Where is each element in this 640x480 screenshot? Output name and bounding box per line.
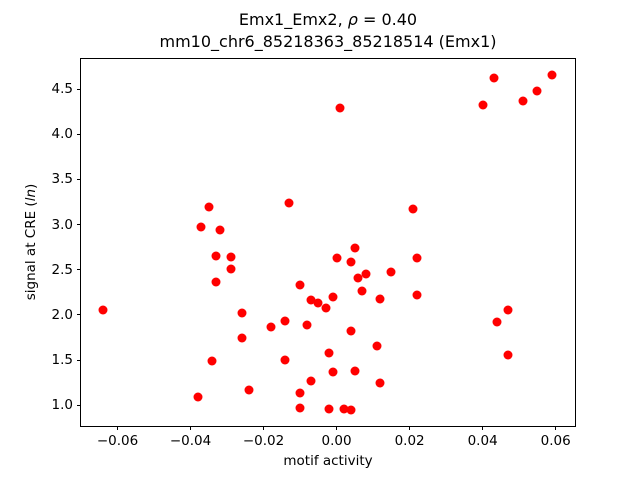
- data-point: [306, 376, 316, 386]
- data-point: [346, 405, 356, 415]
- data-point: [215, 225, 225, 235]
- data-point: [503, 350, 513, 360]
- data-point: [478, 100, 488, 109]
- data-point: [412, 253, 422, 263]
- plot-area: −0.06 −0.04 −0.02 0.00 0.02 0.04 0.06 1.0 1.5 2.0…: [52, 58, 576, 449]
- data-point: [492, 317, 502, 327]
- data-point: [353, 273, 363, 283]
- data-point: [295, 280, 305, 290]
- data-point: [280, 316, 290, 326]
- data-point: [302, 320, 312, 330]
- data-point: [237, 308, 247, 318]
- data-point: [339, 404, 349, 414]
- data-point: [346, 257, 356, 267]
- chart-title-rho: ρ: [347, 10, 358, 29]
- data-point: [386, 267, 396, 277]
- y-tick-label: 4.5: [51, 81, 73, 98]
- x-tick-mark: [482, 426, 484, 430]
- data-point: [372, 341, 382, 351]
- x-tick-mark: [336, 426, 338, 430]
- data-point: [237, 333, 247, 343]
- y-tick-label: 1.5: [51, 352, 73, 368]
- data-point: [207, 356, 217, 366]
- y-tick-label: 1.0: [51, 397, 73, 414]
- data-point: [211, 277, 221, 287]
- data-point: [313, 298, 323, 308]
- data-point: [375, 378, 385, 388]
- x-tick-label: 0.06: [540, 433, 571, 449]
- x-tick-label: −0.04: [169, 433, 212, 449]
- y-tick-label: 2.5: [51, 261, 73, 278]
- y-tick-mark: [77, 88, 81, 90]
- data-point: [280, 355, 290, 365]
- x-tick-mark: [263, 426, 265, 430]
- y-tick-label: 3.0: [51, 216, 73, 233]
- data-point: [357, 286, 367, 296]
- x-tick-label: 0.00: [321, 433, 352, 449]
- x-tick-label: 0.04: [467, 433, 498, 449]
- data-point: [518, 96, 528, 106]
- x-tick-mark: [117, 426, 118, 430]
- data-point: [375, 294, 385, 304]
- data-point: [324, 348, 334, 358]
- data-point: [284, 198, 294, 208]
- y-tick-mark: [77, 404, 81, 406]
- data-point: [196, 222, 206, 232]
- data-point: [328, 367, 338, 377]
- data-point: [532, 86, 542, 96]
- y-axis-label-prefix: signal at CRE (: [23, 201, 39, 301]
- x-tick-mark: [555, 426, 557, 430]
- y-axis-label: signal at CRE (ln): [23, 184, 39, 301]
- data-point: [226, 264, 236, 274]
- data-point: [346, 326, 356, 336]
- data-point: [98, 305, 108, 315]
- data-point: [226, 252, 236, 262]
- data-point: [295, 403, 305, 413]
- data-point: [335, 103, 345, 113]
- data-point: [489, 73, 499, 83]
- chart-title-prefix: Emx1_Emx2,: [238, 10, 348, 29]
- x-axis-label: motif activity: [283, 453, 373, 469]
- data-point: [321, 303, 331, 313]
- y-axis-label-suffix: ): [23, 183, 39, 189]
- y-tick-mark: [77, 133, 81, 135]
- data-point: [332, 253, 342, 263]
- data-point: [412, 290, 422, 300]
- y-tick-mark: [77, 269, 81, 271]
- data-point: [193, 392, 203, 402]
- y-tick-mark: [77, 359, 81, 361]
- data-point: [324, 404, 334, 414]
- x-tick-label: −0.02: [242, 433, 285, 449]
- x-tick-mark: [409, 426, 411, 430]
- data-point: [547, 70, 557, 80]
- x-tick-label: 0.02: [394, 433, 425, 449]
- chart-title-block: Emx1_Emx2, ρ = 0.40 mm10_chr6_85218363_8…: [80, 9, 576, 53]
- data-point: [244, 385, 254, 395]
- x-tick-label: −0.06: [96, 433, 139, 449]
- y-tick-mark: [77, 314, 81, 316]
- y-tick-mark: [77, 178, 81, 180]
- y-axis-label-italic: ln: [23, 188, 39, 202]
- y-tick-label: 3.5: [51, 171, 73, 188]
- data-point: [328, 292, 338, 302]
- chart-title: Emx1_Emx2, ρ = 0.40: [80, 9, 576, 31]
- data-point: [295, 388, 305, 398]
- data-point: [503, 305, 513, 315]
- data-point: [266, 322, 276, 332]
- y-tick-label: 2.0: [51, 306, 73, 323]
- data-point: [211, 251, 221, 261]
- data-point: [350, 243, 360, 253]
- y-tick-mark: [77, 224, 81, 226]
- chart-subtitle: mm10_chr6_85218363_85218514 (Emx1): [159, 32, 497, 51]
- x-tick-mark: [190, 426, 192, 430]
- data-point: [306, 295, 316, 305]
- y-tick-label: 4.0: [51, 126, 73, 143]
- data-point: [361, 269, 371, 279]
- data-point: [408, 204, 418, 214]
- data-point: [350, 366, 360, 376]
- data-point: [204, 202, 214, 212]
- chart-title-suffix: = 0.40: [357, 10, 418, 29]
